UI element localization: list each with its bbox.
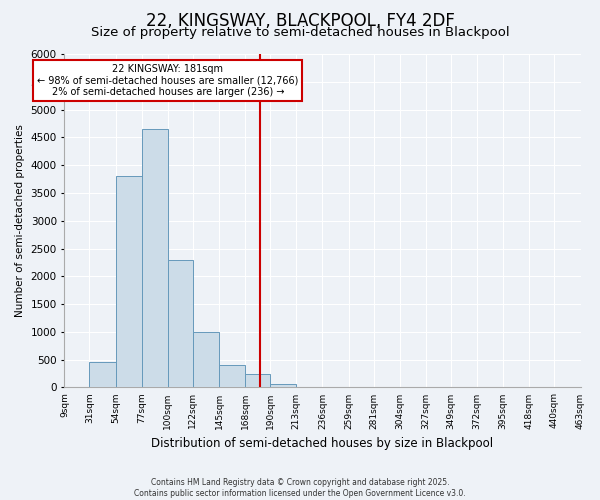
- Bar: [245, 374, 270, 388]
- Bar: [89, 362, 116, 388]
- Bar: [116, 176, 142, 388]
- Bar: [168, 260, 193, 388]
- X-axis label: Distribution of semi-detached houses by size in Blackpool: Distribution of semi-detached houses by …: [151, 437, 494, 450]
- Bar: [270, 384, 296, 388]
- Text: 22, KINGSWAY, BLACKPOOL, FY4 2DF: 22, KINGSWAY, BLACKPOOL, FY4 2DF: [146, 12, 454, 30]
- Bar: [193, 332, 219, 388]
- Bar: [142, 129, 168, 388]
- Bar: [219, 365, 245, 388]
- Text: Size of property relative to semi-detached houses in Blackpool: Size of property relative to semi-detach…: [91, 26, 509, 39]
- Text: Contains HM Land Registry data © Crown copyright and database right 2025.
Contai: Contains HM Land Registry data © Crown c…: [134, 478, 466, 498]
- Y-axis label: Number of semi-detached properties: Number of semi-detached properties: [15, 124, 25, 317]
- Text: 22 KINGSWAY: 181sqm
← 98% of semi-detached houses are smaller (12,766)
2% of sem: 22 KINGSWAY: 181sqm ← 98% of semi-detach…: [37, 64, 299, 97]
